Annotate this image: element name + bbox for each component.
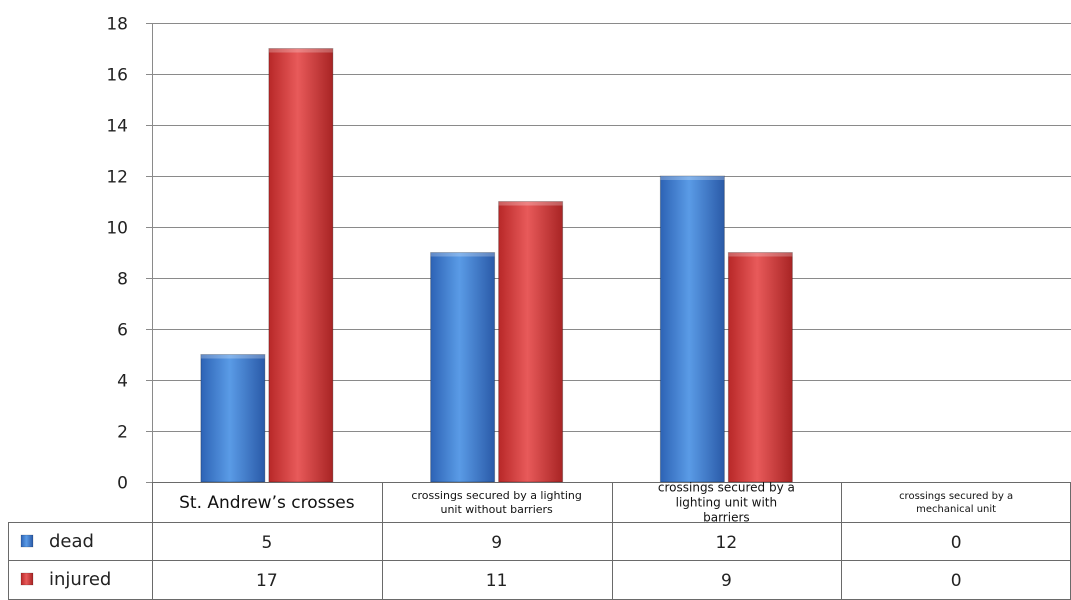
- bar-body: [200, 354, 266, 483]
- table-cell-value: 9: [721, 571, 732, 591]
- data-table: St. Andrew’s crosses crossings secured by…: [8, 480, 1071, 600]
- bar-injured: [498, 201, 564, 483]
- bar-body: [498, 201, 564, 483]
- bar-injured: [727, 252, 793, 483]
- bar-body: [727, 252, 793, 483]
- y-tick-label: 2: [117, 423, 128, 443]
- table-cell-value: 0: [951, 533, 962, 553]
- y-tick-label: 12: [106, 168, 128, 188]
- y-tick-label: 6: [117, 321, 128, 341]
- bar-cap: [498, 201, 563, 206]
- bar-dead: [659, 175, 725, 483]
- table-cell-value: 11: [486, 571, 508, 591]
- y-tick-label: 4: [117, 372, 128, 392]
- table-cell-value: 17: [256, 571, 278, 591]
- y-tick-label: 0: [117, 474, 128, 494]
- bar-cap: [660, 176, 725, 180]
- bar-dead: [430, 252, 496, 483]
- legend-key-injured: [20, 572, 34, 586]
- category-label: crossings secured by a lighting unit with…: [411, 489, 581, 516]
- bar-cap: [728, 252, 793, 257]
- bar-body: [268, 48, 334, 483]
- y-axis: 0 2 4 6 8 10 12 14 16 18: [106, 15, 153, 494]
- bar-body: [659, 175, 725, 483]
- category-label: crossings secured by a lighting unit with…: [658, 480, 795, 524]
- bar-cap: [200, 354, 265, 359]
- table-cell-value: 9: [491, 533, 502, 553]
- y-tick-label: 18: [106, 15, 128, 35]
- legend-label-dead: dead: [49, 531, 94, 552]
- category-label: crossings secured by a mechanical unit: [899, 491, 1013, 515]
- bar-cap: [430, 252, 495, 257]
- bars: [200, 48, 793, 483]
- y-tick-label: 16: [106, 66, 128, 86]
- y-tick-label: 8: [117, 270, 128, 290]
- legend-label-injured: injured: [49, 569, 111, 590]
- table-cell-value: 5: [261, 533, 272, 553]
- bar-dead: [200, 354, 266, 483]
- y-tick-label: 14: [106, 117, 128, 137]
- table-cell-value: 12: [716, 533, 738, 553]
- category-label: St. Andrew’s crosses: [179, 493, 355, 513]
- table-cell-value: 0: [951, 571, 962, 591]
- bar-body: [430, 252, 496, 483]
- bar-injured: [268, 48, 334, 483]
- bar-cap: [268, 48, 333, 53]
- y-tick-label: 10: [106, 219, 128, 239]
- legend-key-dead: [20, 534, 34, 548]
